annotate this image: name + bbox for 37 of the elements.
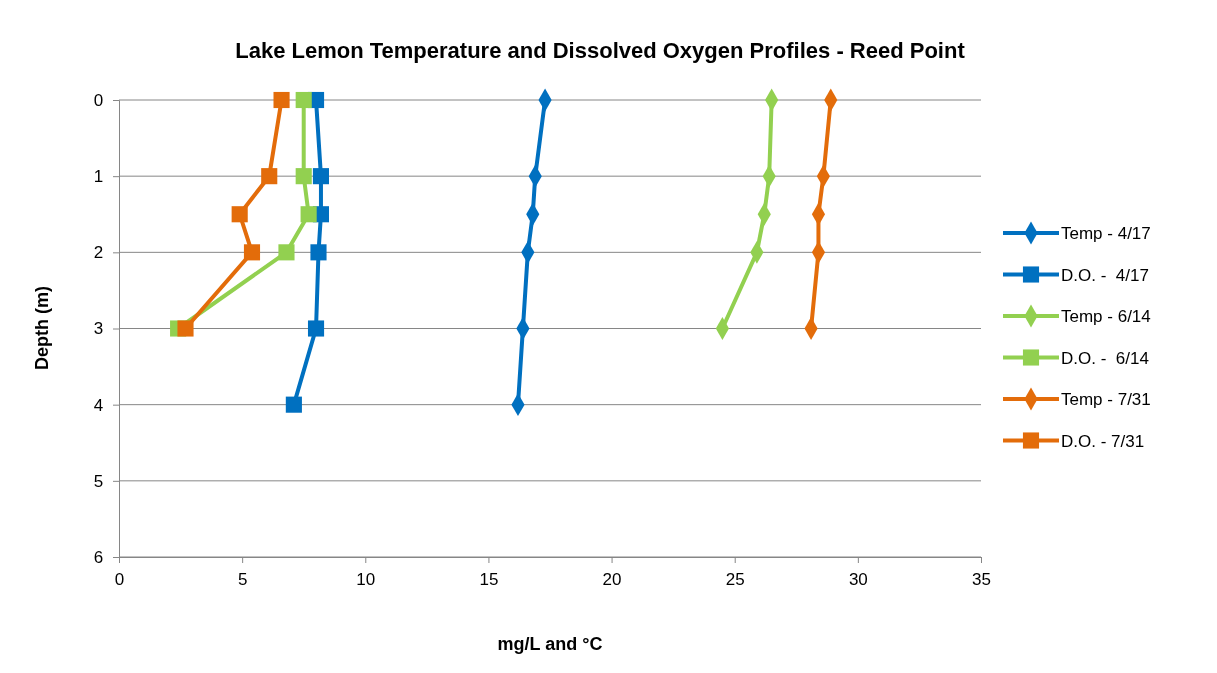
legend-label: Temp - 4/17 <box>1061 224 1151 243</box>
point <box>307 320 325 337</box>
point <box>177 320 194 337</box>
x-tick-label: 30 <box>848 569 868 589</box>
legend-label: Temp - 7/31 <box>1061 390 1151 409</box>
y-tick-label: 0 <box>93 90 104 110</box>
point <box>261 168 278 185</box>
x-tick-label: 25 <box>725 569 745 589</box>
x-tick-label: 20 <box>602 569 622 589</box>
y-tick-label: 5 <box>93 471 104 491</box>
y-tick-label: 1 <box>93 167 104 187</box>
y-axis-title: Depth (m) <box>32 286 52 370</box>
point <box>295 91 312 109</box>
point <box>278 244 295 261</box>
x-tick-label: 5 <box>237 569 248 589</box>
legend-label: D.O. - 4/17 <box>1061 265 1149 285</box>
chart-title: Lake Lemon Temperature and Dissolved Oxygen Profiles - Reed Point <box>235 38 966 63</box>
y-tick-label: 2 <box>93 243 104 263</box>
y-tick-label: 3 <box>93 319 104 339</box>
point <box>300 206 317 223</box>
x-tick-label: 15 <box>479 569 499 589</box>
point <box>285 396 302 413</box>
y-tick-label: 4 <box>93 395 104 415</box>
point <box>310 244 327 261</box>
legend-label: D.O. - 6/14 <box>1061 348 1149 368</box>
x-tick-label: 0 <box>114 569 125 589</box>
point <box>312 168 330 185</box>
legend-label: D.O. - 7/31 <box>1061 431 1145 451</box>
point <box>273 91 290 109</box>
x-tick-label: 10 <box>356 569 376 589</box>
point <box>231 206 248 223</box>
x-tick-label: 35 <box>972 569 991 589</box>
y-tick-label: 6 <box>93 547 104 567</box>
point <box>243 244 261 261</box>
point <box>295 168 312 185</box>
x-axis-title: mg/L and °C <box>497 634 603 654</box>
legend-label: Temp - 6/14 <box>1061 307 1151 326</box>
